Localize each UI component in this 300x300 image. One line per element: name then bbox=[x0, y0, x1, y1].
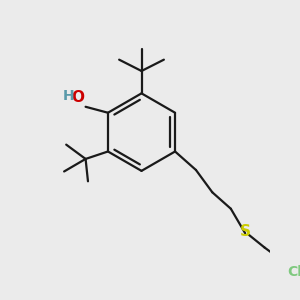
Text: O: O bbox=[71, 90, 84, 105]
Text: H: H bbox=[63, 89, 74, 103]
Text: Cl: Cl bbox=[287, 265, 300, 279]
Text: S: S bbox=[240, 224, 250, 239]
